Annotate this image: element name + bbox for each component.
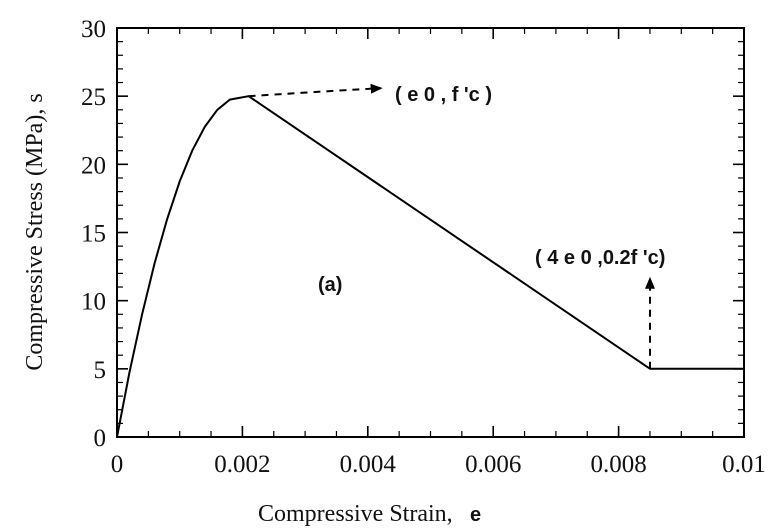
- residual-annotation-label: ( 4 e 0 ,0.2f 'c): [535, 247, 665, 269]
- peak-annotation-label: ( e 0 , f 'c ): [395, 84, 492, 106]
- x-tick-label: 0.004: [340, 451, 397, 478]
- y-tick-label: 10: [81, 289, 106, 316]
- x-tick-label: 0.006: [465, 451, 521, 478]
- y-tick-label: 25: [81, 84, 106, 111]
- x-tick-labels: 0 0.002 0.004 0.006 0.008 0.01: [111, 451, 766, 478]
- x-tick-label: 0.002: [214, 451, 270, 478]
- x-axis-symbol: e: [470, 504, 481, 526]
- x-axis-title: Compressive Strain,: [258, 501, 453, 527]
- x-ticks: [116, 28, 745, 437]
- panel-label: (a): [318, 274, 342, 296]
- y-tick-label: 30: [81, 16, 106, 43]
- x-tick-label: 0.008: [590, 451, 646, 478]
- y-tick-label: 5: [94, 357, 107, 384]
- x-tick-label: 0.01: [722, 451, 766, 478]
- y-axis-title: Compressive Stress (MPa), s: [22, 93, 48, 370]
- peak-annotation-arrow: [248, 83, 383, 98]
- y-tick-labels: 0 5 10 15 20 25 30: [81, 16, 106, 452]
- y-tick-label: 15: [81, 221, 106, 248]
- y-tick-label: 0: [94, 425, 107, 452]
- y-tick-label: 20: [81, 152, 106, 179]
- x-tick-label: 0: [111, 451, 124, 478]
